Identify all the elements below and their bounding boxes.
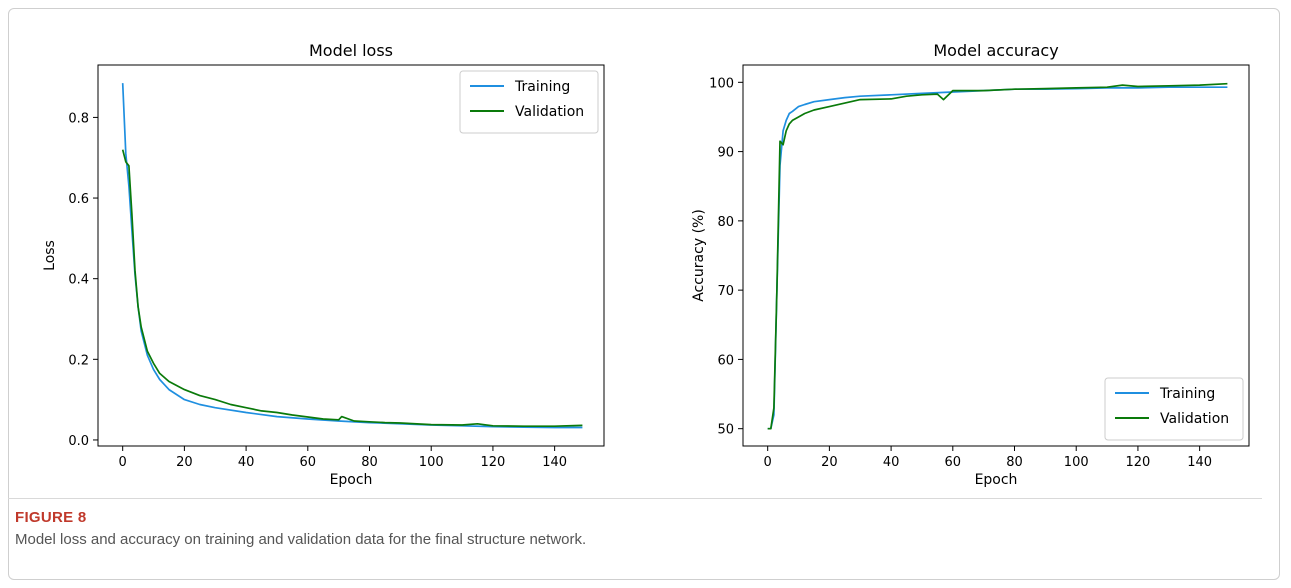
y-tick-label: 0.0 [68, 434, 89, 449]
y-axis-label: Loss [42, 240, 58, 271]
plot-area-frame [97, 64, 605, 447]
chart-0: Model loss 0 20 40 60 80 100 120 140 0.0 0.2 0.4 0.6… [42, 41, 605, 488]
legend: Training Validation [459, 70, 599, 134]
y-axis-label: Accuracy (%) [691, 209, 707, 302]
x-tick-label: 20 [821, 455, 838, 470]
x-tick-label: 0 [119, 455, 127, 470]
x-tick-label: 80 [1006, 455, 1023, 470]
x-axis-label: Epoch [975, 472, 1018, 488]
legend-label: Training [1159, 386, 1215, 402]
x-tick-label: 0 [764, 455, 772, 470]
x-tick-label: 40 [883, 455, 900, 470]
x-tick-label: 120 [481, 455, 506, 470]
x-tick-label: 80 [361, 455, 378, 470]
series-line-training [121, 83, 583, 429]
legend: Training Validation [1104, 377, 1244, 441]
legend-label: Validation [515, 104, 584, 120]
figure-frame [8, 8, 1280, 580]
chart-title: Model accuracy [933, 41, 1058, 60]
x-tick-label: 140 [1187, 455, 1212, 470]
figure-charts: Model loss 0 20 40 60 80 100 120 140 0.0 0.2 0.4 0.6… [42, 41, 1250, 488]
legend-label: Validation [1160, 411, 1229, 427]
x-tick-label: 100 [419, 455, 444, 470]
y-tick-label: 0.2 [68, 353, 89, 368]
figure-label: FIGURE 8 [15, 509, 87, 526]
series-line-training [767, 86, 1228, 430]
y-tick-label: 0.4 [68, 273, 89, 288]
y-tick-label: 70 [717, 284, 734, 299]
chart-title: Model loss [309, 41, 393, 60]
y-tick-label: 80 [717, 215, 734, 230]
x-tick-label: 140 [542, 455, 567, 470]
plot-area-frame [742, 64, 1250, 447]
y-tick-label: 0.6 [68, 192, 89, 207]
x-tick-label: 120 [1126, 455, 1151, 470]
figure-caption: Model loss and accuracy on training and … [15, 531, 587, 548]
x-tick-label: 60 [945, 455, 962, 470]
caption-divider [8, 498, 1262, 499]
y-tick-label: 0.8 [68, 111, 89, 126]
y-tick-label: 100 [709, 76, 734, 91]
chart-1: Model accuracy 0 20 40 60 80 100 120 140 50 60 70 80… [691, 41, 1250, 488]
x-tick-label: 40 [238, 455, 255, 470]
y-tick-label: 60 [717, 353, 734, 368]
y-tick-label: 90 [717, 146, 734, 161]
series-line-validation [767, 82, 1228, 430]
series-line-validation [121, 149, 583, 428]
x-tick-label: 100 [1064, 455, 1089, 470]
legend-label: Training [514, 79, 570, 95]
y-tick-label: 50 [717, 423, 734, 438]
x-tick-label: 20 [176, 455, 193, 470]
x-tick-label: 60 [300, 455, 317, 470]
x-axis-label: Epoch [330, 472, 373, 488]
